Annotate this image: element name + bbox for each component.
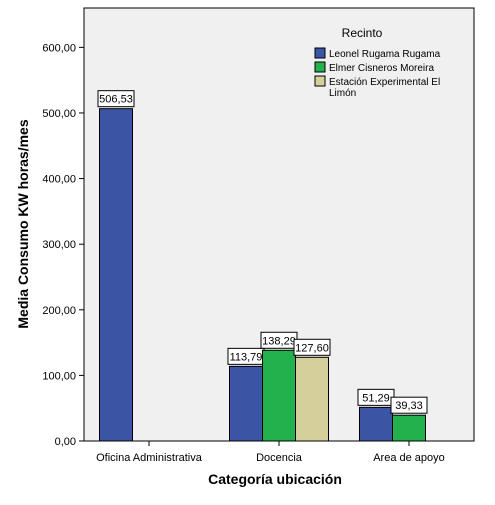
y-axis: 0,00 100,00 200,00 300,00 400,00 500,00 600,00 [42, 42, 84, 448]
y-tick-label: 300,00 [42, 239, 76, 251]
data-label: 127,60 [295, 342, 329, 354]
legend-label: Elmer Cisneros Moreira [329, 63, 434, 74]
data-label-box [390, 396, 428, 414]
data-label-box [293, 338, 331, 356]
legend-swatch [314, 75, 326, 87]
data-label: 51,29 [362, 392, 390, 404]
x-axis: Oficina Administrativa Docencia Area de ap… [96, 441, 445, 464]
y-tick-label: 100,00 [42, 370, 76, 382]
y-axis-title: Media Consumo KW horas/mes [15, 119, 31, 328]
data-label: 138,29 [262, 335, 296, 347]
legend-label: Estación Experimental El Limón [329, 77, 440, 99]
bar [392, 414, 426, 442]
y-tick-label: 200,00 [42, 305, 76, 317]
data-label: 39,33 [395, 400, 423, 412]
bar [295, 356, 329, 442]
y-tick-label: 400,00 [42, 174, 76, 186]
bar [99, 108, 133, 442]
x-category-label: Docencia [256, 452, 303, 464]
y-tick-label: 0,00 [55, 436, 76, 448]
x-category-label: Oficina Administrativa [96, 452, 203, 464]
legend-swatch [314, 61, 326, 73]
data-label: 113,79 [230, 351, 263, 363]
bar [229, 365, 263, 442]
data-label: 506,53 [99, 94, 133, 106]
legend-label: Leonel Rugama Rugama [329, 49, 441, 60]
y-tick-label: 600,00 [42, 42, 76, 54]
y-tick-label: 500,00 [42, 108, 76, 120]
data-label-box [97, 90, 135, 108]
legend-swatch [314, 47, 326, 59]
x-axis-title: Categoría ubicación [208, 471, 342, 487]
bar [262, 349, 296, 442]
legend-title: Recinto [342, 26, 383, 40]
x-category-label: Area de apoyo [373, 452, 445, 464]
bar [359, 406, 393, 442]
legend: Recinto Leonel Rugama Rugama Elmer Cisner… [314, 26, 441, 99]
